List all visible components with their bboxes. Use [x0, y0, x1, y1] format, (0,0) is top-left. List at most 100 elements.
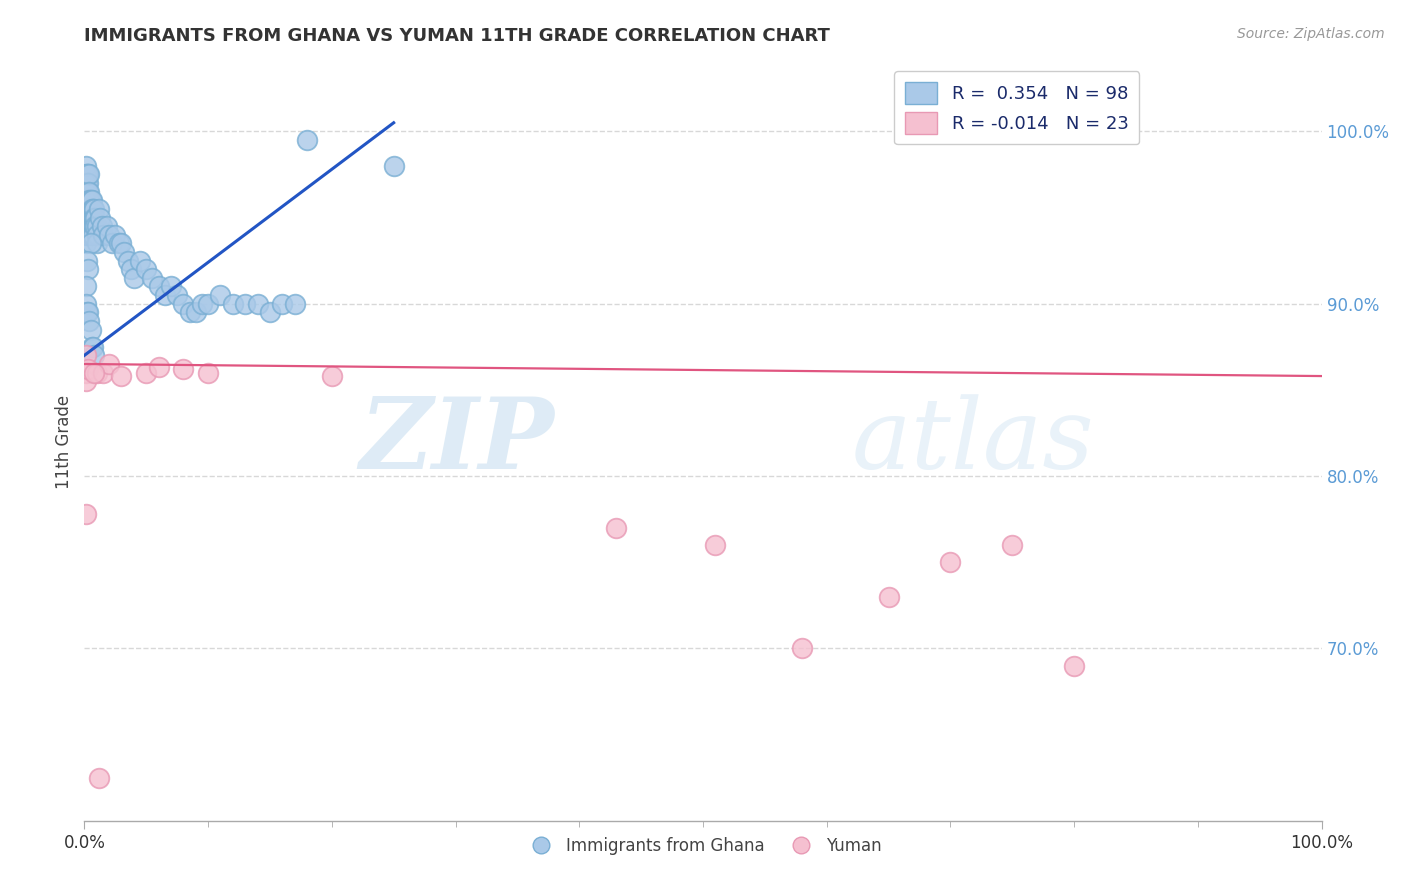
Point [83, 202, 105, 216]
Point [79, 322, 101, 336]
Point [110, 369, 132, 384]
Point [79, 219, 101, 234]
Point [89, 211, 111, 225]
Point [75, 348, 97, 362]
Point [79, 236, 101, 251]
Point [246, 296, 269, 310]
Point [75, 194, 97, 208]
Point [75, 236, 97, 251]
Point [82, 219, 104, 234]
Point [79, 314, 101, 328]
Point [86, 219, 108, 234]
Point [184, 305, 207, 319]
Point [75, 296, 97, 310]
Point [122, 270, 145, 285]
Point [135, 262, 157, 277]
Point [939, 555, 962, 569]
Point [120, 262, 142, 277]
Point [86, 227, 108, 242]
Point [79, 194, 101, 208]
Point [82, 340, 104, 354]
Point [80, 219, 103, 234]
Point [233, 296, 256, 310]
Point [83, 366, 105, 380]
Point [84, 211, 107, 225]
Point [172, 296, 194, 310]
Point [80, 202, 103, 216]
Point [77, 168, 100, 182]
Point [83, 348, 105, 362]
Point [77, 219, 100, 234]
Point [382, 159, 405, 173]
Point [77, 211, 100, 225]
Text: IMMIGRANTS FROM GHANA VS YUMAN 11TH GRADE CORRELATION CHART: IMMIGRANTS FROM GHANA VS YUMAN 11TH GRAD… [84, 27, 830, 45]
Point [90, 219, 112, 234]
Point [77, 185, 100, 199]
Point [75, 507, 97, 521]
Point [77, 202, 100, 216]
Point [135, 366, 157, 380]
Point [75, 176, 97, 190]
Point [1001, 538, 1024, 552]
Point [321, 369, 343, 384]
Point [98, 357, 121, 371]
Point [80, 211, 103, 225]
Point [79, 211, 101, 225]
Text: Source: ZipAtlas.com: Source: ZipAtlas.com [1237, 27, 1385, 41]
Point [75, 159, 97, 173]
Point [77, 262, 100, 277]
Point [79, 227, 101, 242]
Point [129, 253, 152, 268]
Point [76, 202, 98, 216]
Point [172, 362, 194, 376]
Point [75, 366, 97, 380]
Point [75, 202, 97, 216]
Point [191, 296, 214, 310]
Point [80, 194, 103, 208]
Point [75, 219, 97, 234]
Point [75, 211, 97, 225]
Point [79, 194, 101, 208]
Point [86, 366, 108, 380]
Point [104, 227, 127, 242]
Point [98, 227, 121, 242]
Point [295, 133, 318, 147]
Point [141, 270, 163, 285]
Point [79, 202, 101, 216]
Point [77, 176, 100, 190]
Point [91, 366, 114, 380]
Point [76, 253, 98, 268]
Point [79, 219, 101, 234]
Point [110, 236, 132, 251]
Point [117, 253, 139, 268]
Point [75, 168, 97, 182]
Point [112, 245, 135, 260]
Point [1063, 658, 1085, 673]
Point [153, 288, 176, 302]
Point [271, 296, 294, 310]
Point [96, 219, 118, 234]
Point [160, 279, 183, 293]
Point [76, 168, 98, 182]
Point [76, 305, 98, 319]
Point [259, 305, 281, 319]
Point [76, 194, 98, 208]
Point [76, 176, 98, 190]
Point [179, 305, 201, 319]
Point [148, 279, 170, 293]
Point [605, 521, 627, 535]
Point [76, 219, 98, 234]
Y-axis label: 11th Grade: 11th Grade [55, 394, 73, 489]
Point [75, 227, 97, 242]
Point [82, 227, 104, 242]
Legend: Immigrants from Ghana, Yuman: Immigrants from Ghana, Yuman [517, 830, 889, 862]
Point [76, 211, 98, 225]
Point [877, 590, 900, 604]
Point [148, 360, 170, 375]
Point [77, 305, 100, 319]
Point [84, 219, 107, 234]
Point [100, 236, 122, 251]
Point [86, 236, 108, 251]
Point [166, 288, 188, 302]
Point [89, 771, 111, 785]
